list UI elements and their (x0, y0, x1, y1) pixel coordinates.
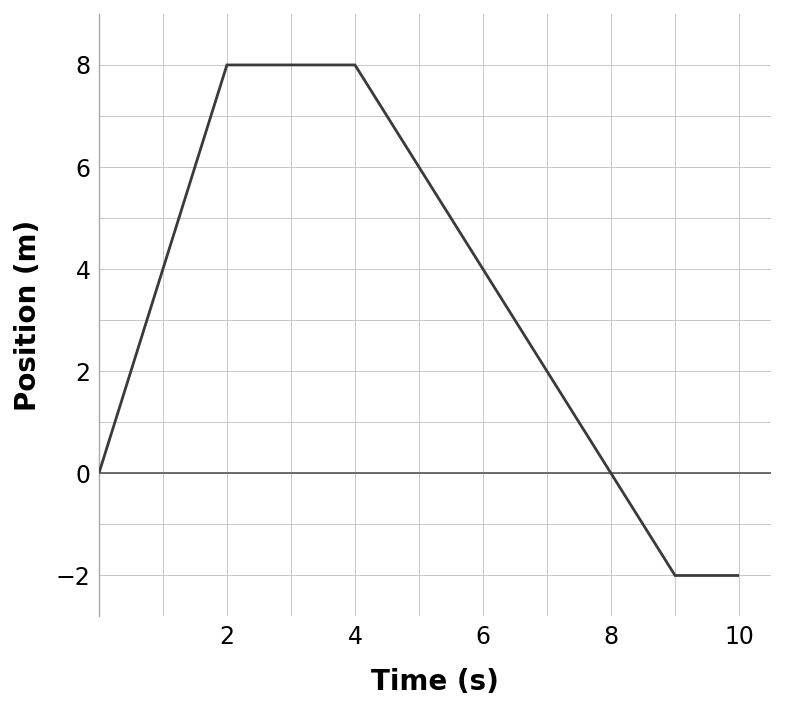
X-axis label: Time (s): Time (s) (371, 668, 499, 696)
Y-axis label: Position (m): Position (m) (14, 219, 42, 411)
